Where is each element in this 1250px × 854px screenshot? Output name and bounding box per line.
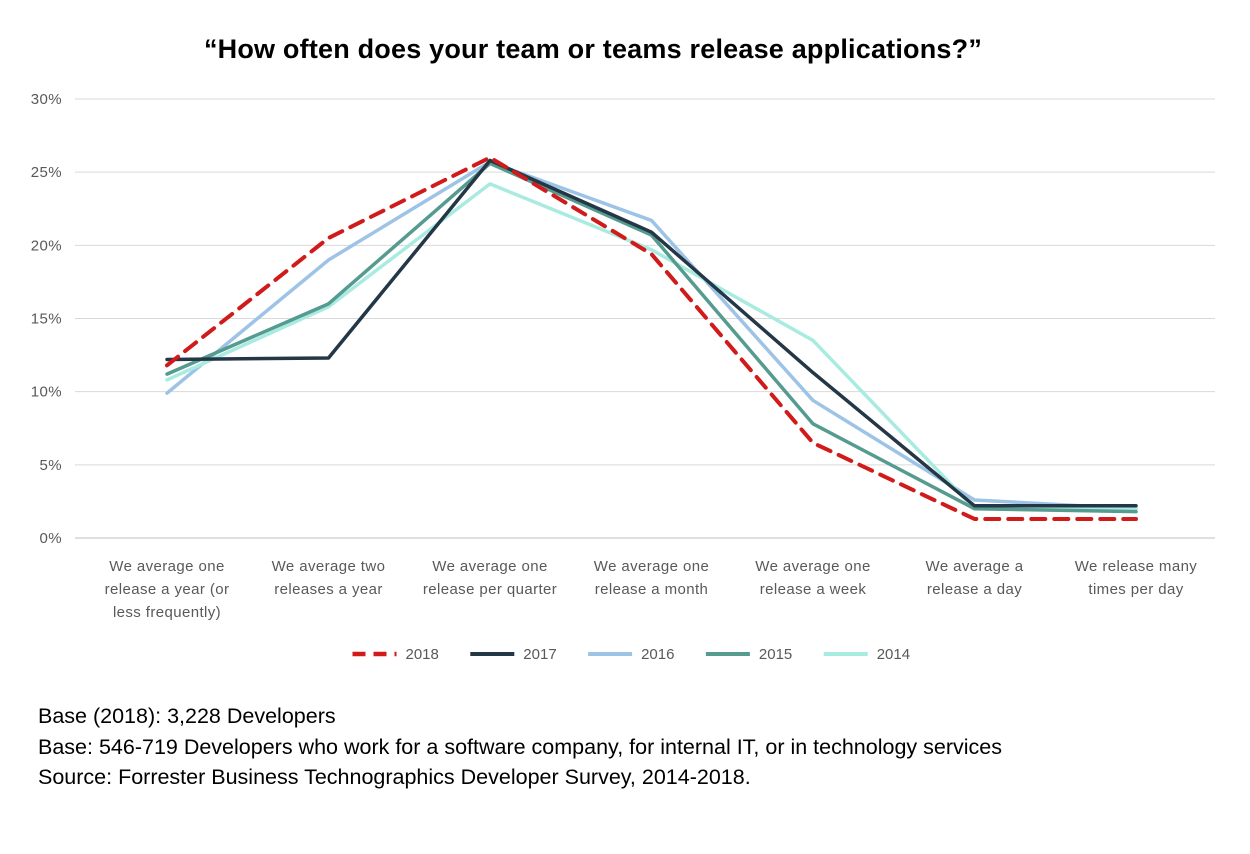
x-tick-label: We average a release a day	[926, 558, 1024, 598]
x-tick-label: We average one release a week	[755, 558, 870, 598]
legend-label-2015: 2015	[759, 646, 792, 663]
y-tick-label: 30%	[31, 91, 62, 108]
x-tick-label: We average two releases a year	[272, 558, 386, 598]
series-line-2017	[165, 158, 1138, 508]
legend-item-2015: 2015	[705, 646, 792, 663]
page-title: “How often does your team or teams relea…	[203, 34, 983, 64]
legend-item-2014: 2014	[823, 646, 910, 663]
legend-label-2016: 2016	[641, 646, 674, 663]
x-tick-label: We average one release per quarter	[423, 558, 557, 598]
legend-item-2018: 2018	[352, 646, 439, 663]
y-tick-label: 15%	[31, 311, 62, 328]
y-tick-label: 5%	[40, 457, 62, 474]
release-frequency-chart: 0% 5% 10% 15% 20% 25% 30% We average one release…	[31, 91, 1215, 663]
y-tick-label: 25%	[31, 164, 62, 181]
series-line-2018	[165, 155, 1138, 521]
x-tick-label: We average one release a year (or less fre…	[105, 558, 230, 621]
y-tick-label: 10%	[31, 384, 62, 401]
x-tick-label: We average one release a month	[594, 558, 709, 598]
chart-footer: Base (2018): 3,228 Developers Base: 546-…	[38, 701, 1113, 793]
legend-label-2017: 2017	[523, 646, 556, 663]
legend-item-2016: 2016	[588, 646, 674, 663]
y-tick-label: 0%	[40, 530, 62, 547]
series-line-2016	[165, 160, 1138, 511]
y-tick-label: 20%	[31, 237, 62, 254]
legend-label-2014: 2014	[877, 646, 910, 663]
footer-base-range: Base: 546-719 Developers who work for a …	[38, 734, 1002, 759]
footer-source: Source: Forrester Business Technographic…	[38, 765, 751, 789]
legend-label-2018: 2018	[406, 646, 439, 663]
legend-item-2017: 2017	[470, 646, 557, 663]
series-line-2015	[165, 161, 1138, 514]
footer-base-2018: Base (2018): 3,228 Developers	[38, 704, 336, 728]
x-tick-label: We release many times per day	[1075, 558, 1198, 598]
